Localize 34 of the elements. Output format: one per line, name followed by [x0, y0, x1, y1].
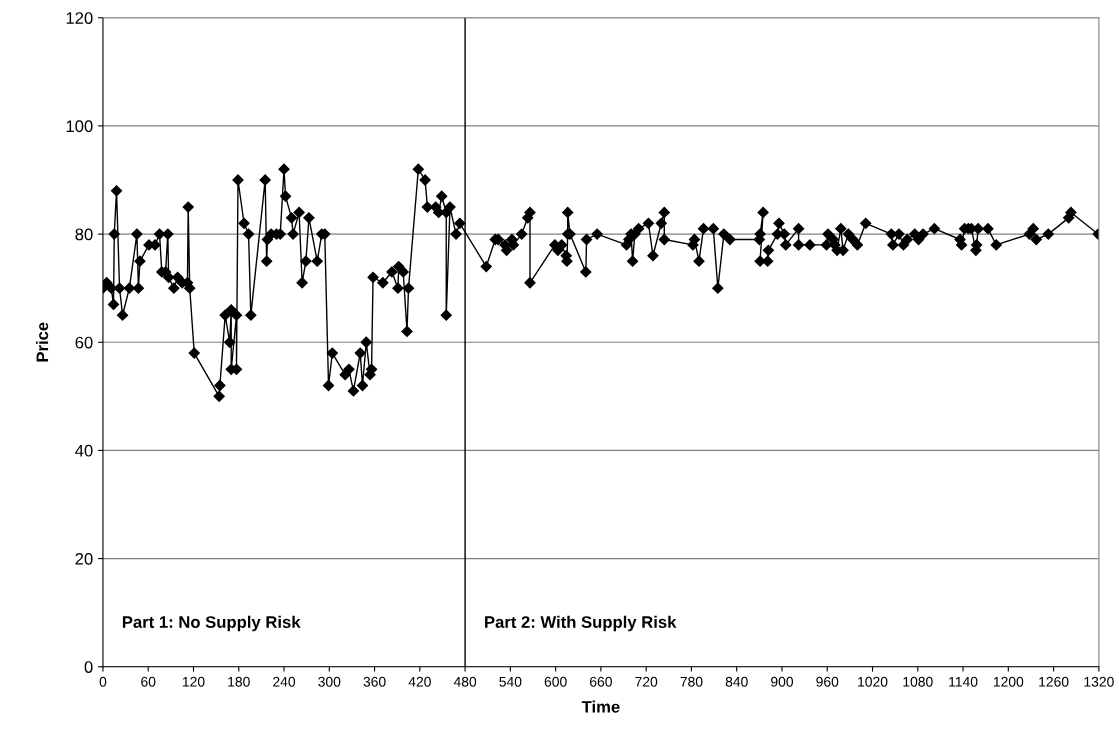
y-tick-label: 60 — [75, 336, 93, 349]
x-tick-label: 720 — [635, 676, 658, 687]
x-tick-label: 1200 — [993, 676, 1024, 687]
x-tick-label: 1080 — [903, 676, 933, 687]
x-tick-label: 1320 — [1084, 676, 1114, 687]
x-tick-label: 180 — [228, 676, 250, 687]
x-tick-label: 480 — [453, 676, 477, 687]
y-axis-title: Price — [36, 322, 49, 362]
x-tick-label: 540 — [499, 676, 522, 687]
annotation: Part 2: With Supply Risk — [485, 615, 677, 632]
annotation: Part 1: No Supply Risk — [122, 615, 301, 632]
x-tick-label: 300 — [318, 676, 341, 687]
x-tick-label: 960 — [816, 676, 839, 687]
x-axis-title: Time — [581, 700, 620, 713]
x-tick-label: 360 — [363, 676, 386, 687]
x-tick-label: 1140 — [949, 676, 978, 687]
y-tick-label: 0 — [84, 661, 93, 673]
y-tick-label: 20 — [75, 552, 93, 565]
y-tick-label: 100 — [66, 120, 93, 133]
x-tick-label: 1260 — [1039, 676, 1069, 687]
x-tick-label: 60 — [141, 676, 156, 687]
x-tick-label: 840 — [725, 676, 748, 687]
x-tick-label: 900 — [771, 676, 794, 687]
y-tick-label: 120 — [66, 12, 93, 24]
x-tick-label: 600 — [544, 676, 567, 687]
x-tick-label: 780 — [680, 676, 703, 687]
x-tick-label: 240 — [273, 676, 296, 687]
x-tick-label: 0 — [99, 676, 107, 687]
x-tick-label: 420 — [408, 676, 431, 687]
y-tick-label: 40 — [75, 444, 93, 457]
x-tick-label: 1020 — [858, 676, 888, 687]
y-tick-label: 80 — [75, 228, 93, 241]
x-tick-label: 120 — [182, 676, 205, 687]
x-tick-label: 660 — [590, 676, 612, 687]
